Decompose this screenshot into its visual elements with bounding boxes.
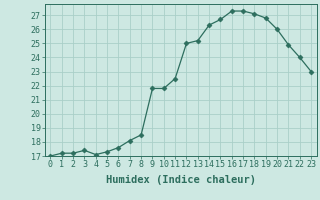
X-axis label: Humidex (Indice chaleur): Humidex (Indice chaleur) <box>106 175 256 185</box>
